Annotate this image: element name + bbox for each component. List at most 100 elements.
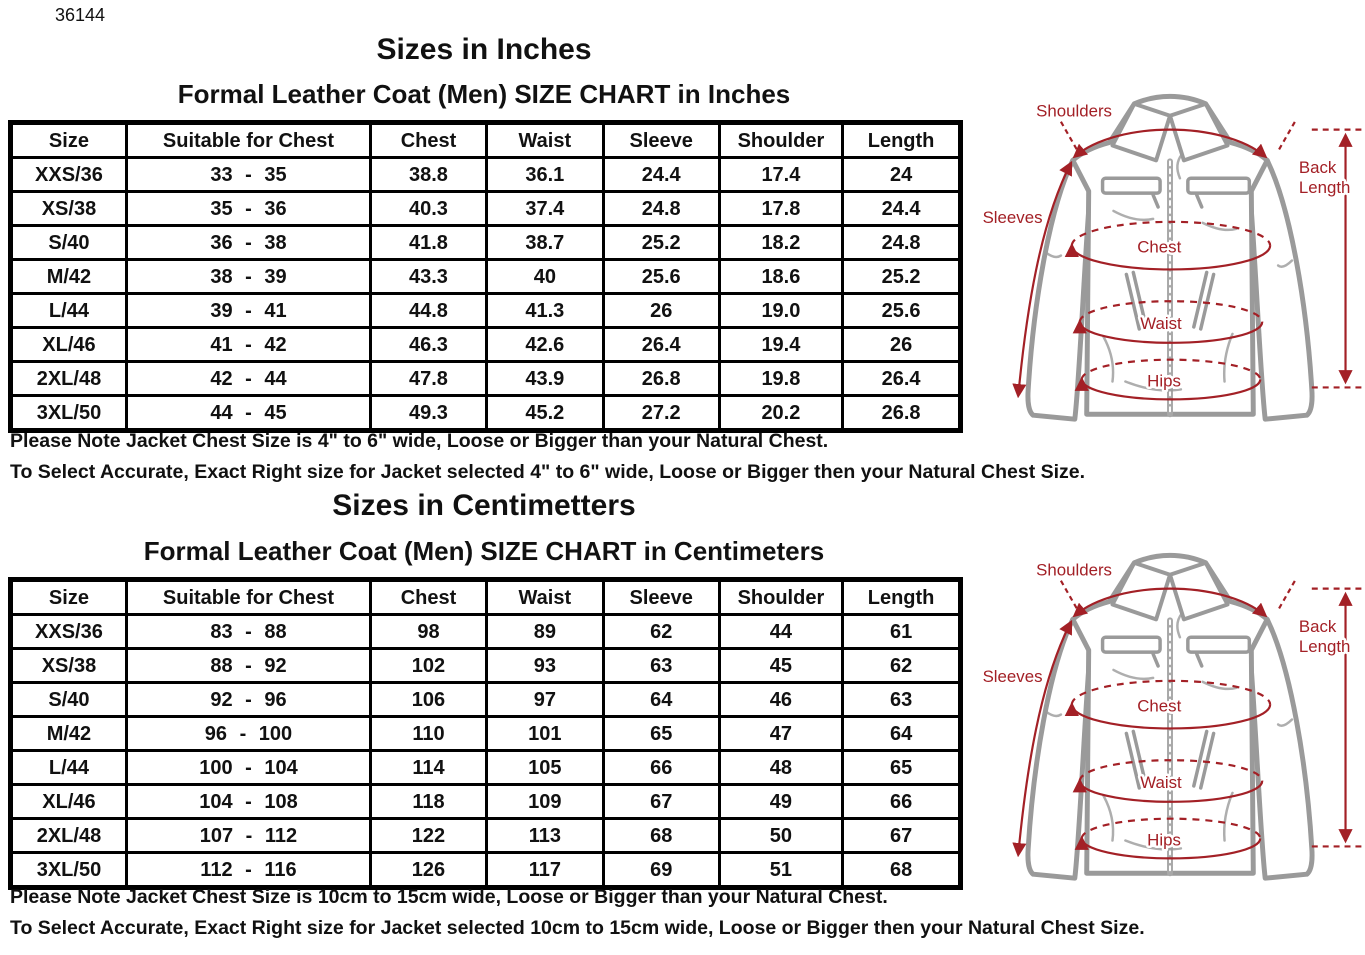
sleeve-cell: 27.2 xyxy=(601,394,721,432)
table-header-row: Size Suitable for Chest Chest Waist Sleeve Sh… xyxy=(9,578,962,616)
waist-cell: 89 xyxy=(484,613,605,650)
sleeve-cell: 63 xyxy=(601,647,721,684)
size-cell: 3XL/50 xyxy=(9,851,128,889)
length-cell: 24.8 xyxy=(841,224,962,261)
chest-range-cell: 33 - 35 xyxy=(124,156,373,193)
col-waist: Waist xyxy=(484,121,605,159)
chest-cell: 126 xyxy=(369,851,488,889)
col-size: Size xyxy=(9,578,128,616)
sleeve-cell: 66 xyxy=(601,749,721,786)
sleeve-cell: 26.4 xyxy=(601,326,721,363)
col-suitable-chest: Suitable for Chest xyxy=(124,121,373,159)
shoulder-cell: 17.8 xyxy=(717,190,845,227)
length-cell: 68 xyxy=(841,851,962,889)
shoulder-cell: 20.2 xyxy=(717,394,845,432)
shoulder-cell: 19.0 xyxy=(717,292,845,329)
col-length: Length xyxy=(841,121,962,159)
chest-cell: 49.3 xyxy=(369,394,488,432)
shoulder-cell: 18.2 xyxy=(717,224,845,261)
waist-cell: 109 xyxy=(484,783,605,820)
note-inches-2: To Select Accurate, Exact Right size for… xyxy=(10,461,1086,483)
chest-cell: 114 xyxy=(369,749,488,786)
table-row: XL/46 41 - 42 46.3 42.6 26.4 19.4 26 xyxy=(9,326,962,363)
chest-cell: 43.3 xyxy=(369,258,488,295)
length-cell: 65 xyxy=(841,749,962,786)
length-cell: 26.4 xyxy=(841,360,962,397)
waist-cell: 43.9 xyxy=(484,360,605,397)
chest-cell: 38.8 xyxy=(369,156,488,193)
sleeve-cell: 25.6 xyxy=(601,258,721,295)
chest-range-cell: 112 - 116 xyxy=(124,851,373,889)
waist-cell: 38.7 xyxy=(484,224,605,261)
table-row: XS/38 35 - 36 40.3 37.4 24.8 17.8 24.4 xyxy=(9,190,962,227)
note-centimeters-1: Please Note Jacket Chest Size is 10cm to… xyxy=(10,886,888,908)
sleeve-cell: 65 xyxy=(601,715,721,752)
waist-cell: 41.3 xyxy=(484,292,605,329)
sleeve-cell: 26.8 xyxy=(601,360,721,397)
waist-cell: 37.4 xyxy=(484,190,605,227)
waist-cell: 101 xyxy=(484,715,605,752)
chest-range-cell: 39 - 41 xyxy=(124,292,373,329)
waist-cell: 93 xyxy=(484,647,605,684)
waist-cell: 40 xyxy=(484,258,605,295)
chest-cell: 98 xyxy=(369,613,488,650)
chest-cell: 122 xyxy=(369,817,488,854)
chest-range-cell: 83 - 88 xyxy=(124,613,373,650)
col-sleeve: Sleeve xyxy=(601,578,721,616)
size-cell: XS/38 xyxy=(9,647,128,684)
product-code: 36144 xyxy=(55,5,106,25)
chest-cell: 110 xyxy=(369,715,488,752)
length-cell: 26.8 xyxy=(841,394,962,432)
note-centimeters-2: To Select Accurate, Exact Right size for… xyxy=(10,917,1145,939)
chest-range-cell: 44 - 45 xyxy=(124,394,373,432)
table-title-centimeters: Formal Leather Coat (Men) SIZE CHART in … xyxy=(143,536,825,566)
chest-range-cell: 104 - 108 xyxy=(124,783,373,820)
sleeve-cell: 24.8 xyxy=(601,190,721,227)
table-row: L/44 100 - 104 114 105 66 48 65 xyxy=(9,749,962,786)
chest-range-cell: 42 - 44 xyxy=(124,360,373,397)
note-inches-1: Please Note Jacket Chest Size is 4" to 6… xyxy=(10,430,829,452)
size-cell: L/44 xyxy=(9,292,128,329)
chest-range-cell: 96 - 100 xyxy=(124,715,373,752)
sleeve-cell: 26 xyxy=(601,292,721,329)
waist-cell: 97 xyxy=(484,681,605,718)
size-cell: S/40 xyxy=(9,681,128,718)
table-row: 2XL/48 107 - 112 122 113 68 50 67 xyxy=(9,817,962,854)
waist-cell: 42.6 xyxy=(484,326,605,363)
length-cell: 24.4 xyxy=(841,190,962,227)
chest-range-cell: 35 - 36 xyxy=(124,190,373,227)
jacket-measurement-diagram-inches xyxy=(976,84,1364,441)
table-row: L/44 39 - 41 44.8 41.3 26 19.0 25.6 xyxy=(9,292,962,329)
col-suitable-chest: Suitable for Chest xyxy=(124,578,373,616)
length-cell: 63 xyxy=(841,681,962,718)
table-row: XS/38 88 - 92 102 93 63 45 62 xyxy=(9,647,962,684)
col-chest: Chest xyxy=(369,121,488,159)
size-table-inches: Size Suitable for Chest Chest Waist Sleeve Sh… xyxy=(8,120,963,433)
length-cell: 62 xyxy=(841,647,962,684)
sleeve-cell: 67 xyxy=(601,783,721,820)
chest-cell: 47.8 xyxy=(369,360,488,397)
chest-cell: 102 xyxy=(369,647,488,684)
sleeve-cell: 64 xyxy=(601,681,721,718)
chest-range-cell: 100 - 104 xyxy=(124,749,373,786)
chest-range-cell: 38 - 39 xyxy=(124,258,373,295)
size-cell: L/44 xyxy=(9,749,128,786)
chest-cell: 44.8 xyxy=(369,292,488,329)
waist-cell: 117 xyxy=(484,851,605,889)
waist-cell: 113 xyxy=(484,817,605,854)
col-length: Length xyxy=(841,578,962,616)
table-row: 3XL/50 112 - 116 126 117 69 51 68 xyxy=(9,851,962,889)
shoulder-cell: 50 xyxy=(717,817,845,854)
length-cell: 66 xyxy=(841,783,962,820)
size-table-centimeters: Size Suitable for Chest Chest Waist Sleeve Sh… xyxy=(8,577,963,890)
shoulder-cell: 19.8 xyxy=(717,360,845,397)
col-shoulder: Shoulder xyxy=(717,121,845,159)
length-cell: 25.6 xyxy=(841,292,962,329)
length-cell: 26 xyxy=(841,326,962,363)
shoulder-cell: 45 xyxy=(717,647,845,684)
shoulder-cell: 46 xyxy=(717,681,845,718)
table-row: XL/46 104 - 108 118 109 67 49 66 xyxy=(9,783,962,820)
chest-range-cell: 41 - 42 xyxy=(124,326,373,363)
shoulder-cell: 49 xyxy=(717,783,845,820)
